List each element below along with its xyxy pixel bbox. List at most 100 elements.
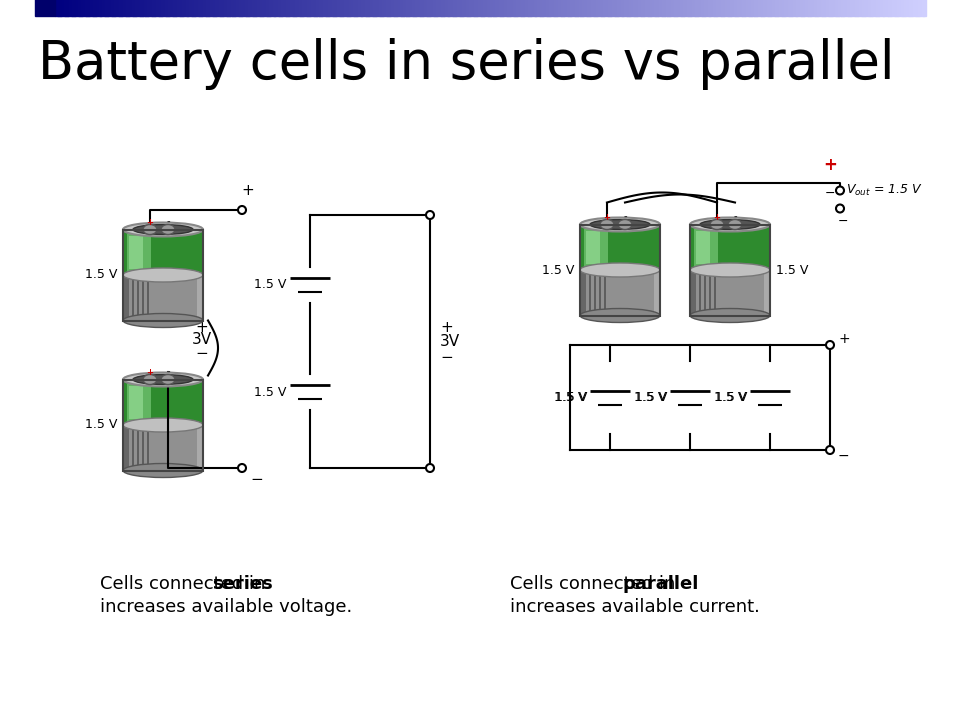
Bar	[206, 0, 208, 16]
FancyBboxPatch shape	[123, 425, 203, 470]
Bar	[896, 0, 898, 16]
Bar	[35, 0, 55, 16]
Text: increases available current.: increases available current.	[510, 598, 760, 616]
Bar	[196, 0, 198, 16]
Bar	[739, 0, 741, 16]
Bar	[756, 0, 758, 16]
Bar	[97, 0, 99, 16]
Bar	[483, 0, 486, 16]
Bar	[211, 0, 214, 16]
Bar	[90, 0, 92, 16]
Bar	[718, 0, 720, 16]
Bar	[276, 0, 278, 16]
Bar	[678, 0, 680, 16]
Ellipse shape	[690, 217, 770, 232]
Bar	[377, 0, 379, 16]
Bar	[305, 0, 308, 16]
Bar	[71, 0, 73, 16]
Bar	[868, 0, 870, 16]
Bar	[506, 0, 508, 16]
Bar	[892, 0, 894, 16]
Bar	[725, 0, 727, 16]
Bar	[361, 0, 364, 16]
Bar	[817, 0, 820, 16]
Text: 1.5 V: 1.5 V	[714, 391, 747, 404]
Bar	[125, 0, 127, 16]
Bar	[414, 0, 416, 16]
Bar	[787, 0, 790, 16]
Bar	[252, 0, 253, 16]
Bar	[573, 0, 576, 16]
Bar	[492, 0, 494, 16]
Bar	[804, 0, 805, 16]
Circle shape	[426, 211, 434, 219]
Text: 1.5 V: 1.5 V	[253, 279, 286, 292]
Circle shape	[426, 464, 434, 472]
Bar	[93, 0, 95, 16]
Ellipse shape	[580, 217, 660, 232]
Bar	[515, 0, 516, 16]
Bar	[729, 0, 731, 16]
Bar	[613, 0, 615, 16]
Bar	[763, 0, 765, 16]
Bar	[740, 0, 743, 16]
Bar	[513, 0, 515, 16]
Bar	[814, 0, 816, 16]
Bar	[384, 0, 386, 16]
Bar	[796, 0, 799, 16]
Bar	[490, 0, 492, 16]
Bar	[620, 0, 623, 16]
Bar	[450, 0, 452, 16]
Bar	[504, 0, 506, 16]
Bar	[843, 0, 846, 16]
Bar	[161, 0, 163, 16]
Bar	[446, 0, 448, 16]
Bar	[100, 0, 103, 16]
Bar	[55, 0, 58, 16]
Bar	[732, 0, 734, 16]
Bar	[142, 0, 144, 16]
Ellipse shape	[590, 220, 650, 230]
Bar	[495, 0, 497, 16]
Ellipse shape	[123, 464, 203, 477]
Bar	[391, 0, 393, 16]
Bar	[915, 0, 917, 16]
Bar	[662, 0, 664, 16]
Bar	[786, 0, 788, 16]
Bar	[521, 0, 523, 16]
Bar	[170, 0, 172, 16]
Text: +: +	[147, 368, 154, 377]
Bar	[478, 0, 480, 16]
Bar	[612, 0, 614, 16]
Bar	[183, 0, 186, 16]
Bar	[440, 0, 442, 16]
Bar	[166, 0, 169, 16]
Bar	[601, 0, 604, 16]
Text: -: -	[166, 218, 170, 227]
Bar	[448, 0, 450, 16]
Bar	[832, 0, 835, 16]
Bar	[577, 0, 579, 16]
Bar	[370, 0, 372, 16]
Bar	[876, 0, 878, 16]
Bar	[870, 0, 872, 16]
Bar	[920, 0, 922, 16]
FancyBboxPatch shape	[127, 384, 151, 421]
Bar	[295, 0, 298, 16]
Bar	[815, 0, 818, 16]
Bar	[782, 0, 784, 16]
Bar	[461, 0, 463, 16]
Text: $V_{out}$ = 1.5 V: $V_{out}$ = 1.5 V	[846, 183, 923, 198]
Bar	[224, 0, 226, 16]
FancyBboxPatch shape	[580, 270, 586, 315]
Bar	[375, 0, 377, 16]
Bar	[83, 0, 85, 16]
Bar	[372, 0, 374, 16]
Bar	[650, 0, 653, 16]
Text: 1.5 V: 1.5 V	[84, 418, 117, 431]
Bar	[130, 0, 132, 16]
FancyBboxPatch shape	[764, 270, 770, 315]
Bar	[697, 0, 699, 16]
Bar	[331, 0, 334, 16]
Bar	[855, 0, 857, 16]
